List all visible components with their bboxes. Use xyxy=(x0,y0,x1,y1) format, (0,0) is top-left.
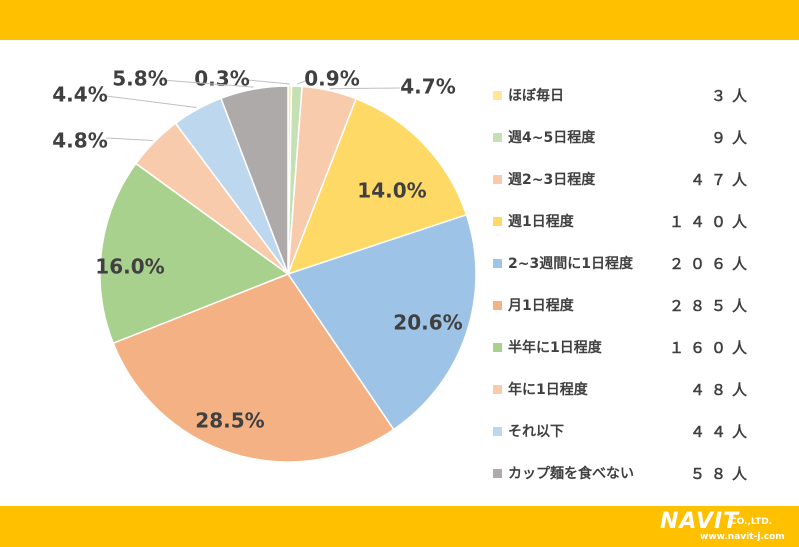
legend-count: ４４人 xyxy=(689,422,753,441)
legend-label: 週4~5日程度 xyxy=(508,130,596,146)
legend-count: ２８５人 xyxy=(668,296,753,315)
legend-count: ４７人 xyxy=(689,170,753,189)
legend-item: 週4~5日程度 ９人 xyxy=(493,116,793,158)
legend-label: 週2~3日程度 xyxy=(508,172,596,188)
legend-count: ２０６人 xyxy=(668,254,753,273)
legend-swatch xyxy=(493,468,502,478)
legend-label: 年に1日程度 xyxy=(508,382,588,398)
legend-count: １４０人 xyxy=(668,212,753,231)
slice-value-label: 4.7% xyxy=(400,75,455,99)
pie-slice xyxy=(286,213,477,431)
legend-label: 週1日程度 xyxy=(508,214,574,230)
legend-count: ３人 xyxy=(710,86,753,105)
slice-value-label: 4.4% xyxy=(52,83,107,107)
legend-label: 2~3週間に1日程度 xyxy=(508,256,633,272)
slice-value-label: 0.3% xyxy=(194,67,249,91)
legend-swatch xyxy=(493,426,502,436)
legend-item: 週2~3日程度 ４７人 xyxy=(493,158,793,200)
pie-slice xyxy=(112,273,395,463)
leader-line xyxy=(105,95,197,108)
legend-label: それ以下 xyxy=(508,424,564,440)
legend-item: カップ麺を食べない ５８人 xyxy=(493,452,793,494)
legend-item: それ以下 ４４人 xyxy=(493,410,793,452)
legend-item: ほぼ毎日 ３人 xyxy=(493,74,793,116)
pie-slice xyxy=(286,97,468,276)
slice-value-label: 14.0% xyxy=(357,179,426,203)
legend-item: 2~3週間に1日程度 ２０６人 xyxy=(493,242,793,284)
legend-swatch xyxy=(493,132,502,142)
top-banner xyxy=(0,0,799,40)
legend-swatch xyxy=(493,258,502,268)
legend-swatch xyxy=(493,342,502,352)
slice-value-label: 16.0% xyxy=(95,255,164,279)
legend-item: 半年に1日程度 １６０人 xyxy=(493,326,793,368)
legend-item: 年に1日程度 ４８人 xyxy=(493,368,793,410)
slice-value-label: 4.8% xyxy=(52,129,107,153)
legend-count: ５８人 xyxy=(689,464,753,483)
legend-count: １６０人 xyxy=(668,338,753,357)
leader-line xyxy=(105,137,153,141)
slice-value-label: 0.9% xyxy=(304,67,359,91)
leader-line xyxy=(296,79,309,85)
legend-swatch xyxy=(493,300,502,310)
legend-item: 月1日程度 ２８５人 xyxy=(493,284,793,326)
legend-label: ほぼ毎日 xyxy=(508,88,564,104)
legend-swatch xyxy=(493,216,502,226)
pie-slice xyxy=(99,162,290,345)
legend-label: 月1日程度 xyxy=(508,298,574,314)
leader-line xyxy=(247,79,290,85)
chart-legend: ほぼ毎日 ３人 週4~5日程度 ９人 週2~3日程度 ４７人 週1日程度 １４０… xyxy=(493,74,793,494)
pie-slice xyxy=(220,85,289,275)
legend-count: ４８人 xyxy=(689,380,753,399)
logo-name: NAVIT xyxy=(660,509,740,534)
legend-label: 半年に1日程度 xyxy=(508,340,602,356)
bottom-banner xyxy=(0,506,799,547)
legend-count: ９人 xyxy=(710,128,753,147)
slice-value-label: 28.5% xyxy=(195,409,264,433)
leader-line xyxy=(161,79,254,88)
leader-line xyxy=(330,87,401,90)
pie-chart: 0.3% 0.9% 4.7% 14.0% 20.6% 28.5% 16.0% 4.8% 4.4%… xyxy=(52,67,477,463)
legend-swatch xyxy=(493,384,502,394)
legend-item: 週1日程度 １４０人 xyxy=(493,200,793,242)
logo-url: www.navit-j.com xyxy=(700,532,785,542)
legend-swatch xyxy=(493,90,502,100)
legend-swatch xyxy=(493,174,502,184)
slice-value-label: 20.6% xyxy=(393,311,462,335)
legend-label: カップ麺を食べない xyxy=(508,466,634,482)
logo-company: CO.,LTD. xyxy=(730,517,773,527)
navit-logo: NAVIT CO.,LTD. www.navit-j.com xyxy=(660,509,796,545)
slice-value-label: 5.8% xyxy=(112,67,167,91)
